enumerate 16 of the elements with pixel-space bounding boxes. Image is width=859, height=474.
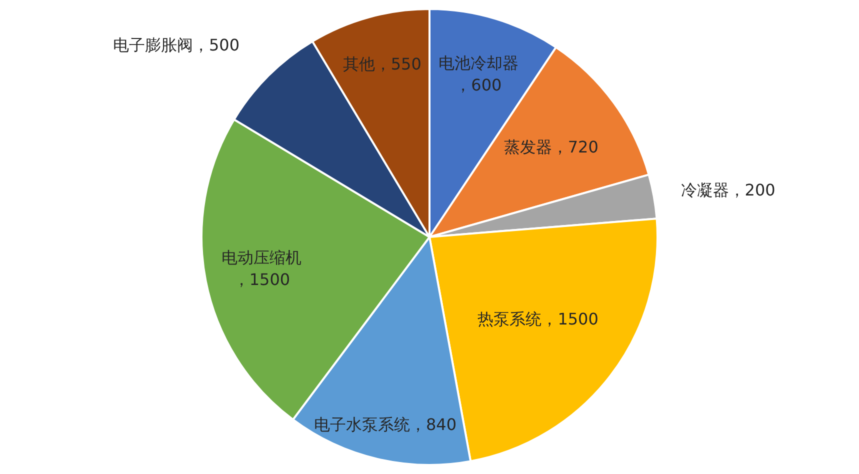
data-label: ，1500 [542, 309, 598, 328]
slice-label: 电子膨胀阀 [112, 36, 193, 55]
slice-label: 热泵系统 [478, 309, 542, 328]
slice-label: 冷凝器 [680, 180, 729, 200]
data-label: ，720 [552, 138, 598, 157]
data-label: ，550 [374, 54, 422, 74]
slice-label: 电动压缩机 [222, 248, 302, 268]
data-label: ，840 [410, 414, 457, 434]
slice-label: 其他 [342, 54, 375, 74]
slice-label: 电子水泵系统 [314, 414, 410, 434]
data-label: ，600 [455, 76, 502, 95]
slice-label: 电池冷却器 [438, 54, 518, 73]
data-label: ，1500 [233, 270, 290, 290]
data-label: ，500 [192, 36, 240, 55]
data-label: ，200 [728, 180, 776, 200]
slice-label: 蒸发器 [504, 138, 552, 157]
